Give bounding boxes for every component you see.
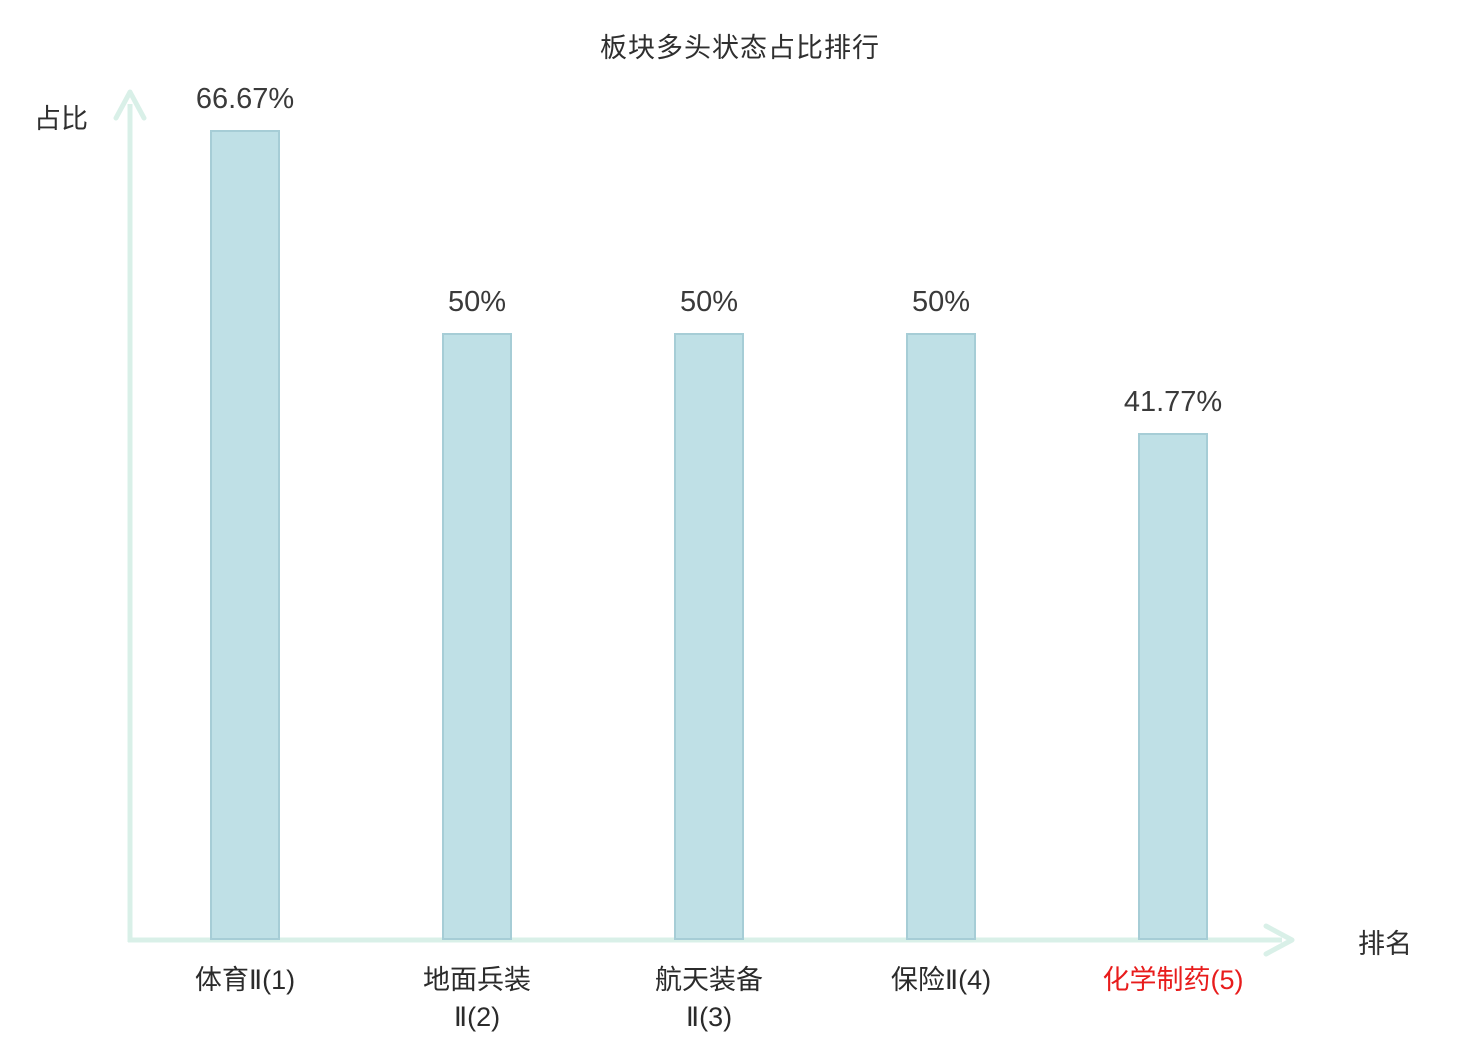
bar-category-label-line: Ⅱ(3) <box>685 1002 733 1032</box>
bar-category-label: 地面兵装 Ⅱ(2) <box>327 962 627 1036</box>
y-axis-label: 占比 <box>34 104 88 134</box>
bar-category-label: 航天装备 Ⅱ(3) <box>559 962 859 1036</box>
bar <box>210 130 280 940</box>
bar <box>674 333 744 940</box>
bar-category-label-line: 地面兵装 <box>423 965 531 995</box>
bar-category-label: 保险Ⅱ(4) <box>791 962 1091 999</box>
x-axis-arrow-icon <box>1263 923 1295 957</box>
bar-category-label: 化学制药(5) <box>1023 962 1323 999</box>
bar-category-label-line: 保险Ⅱ(4) <box>890 965 992 995</box>
bar-value-label: 50% <box>911 286 971 318</box>
bar <box>1138 433 1208 940</box>
x-axis-label: 排名 <box>1358 929 1412 959</box>
bar-value-label: 66.67% <box>195 83 295 115</box>
bar-category-label-line: 航天装备 <box>655 965 763 995</box>
bar <box>442 333 512 940</box>
bar-category-label-line: 体育Ⅱ(1) <box>194 965 296 995</box>
chart-title: 板块多头状态占比排行 <box>600 33 880 63</box>
y-axis-arrow-icon <box>113 89 147 121</box>
bar-value-label: 50% <box>447 286 507 318</box>
bar-category-label-line: 化学制药(5) <box>1102 965 1244 995</box>
bar <box>906 333 976 940</box>
bar-value-label: 50% <box>679 286 739 318</box>
bar-value-label: 41.77% <box>1123 386 1223 418</box>
bar-category-label: 体育Ⅱ(1) <box>95 962 395 999</box>
bar-category-label-line: Ⅱ(2) <box>453 1002 501 1032</box>
